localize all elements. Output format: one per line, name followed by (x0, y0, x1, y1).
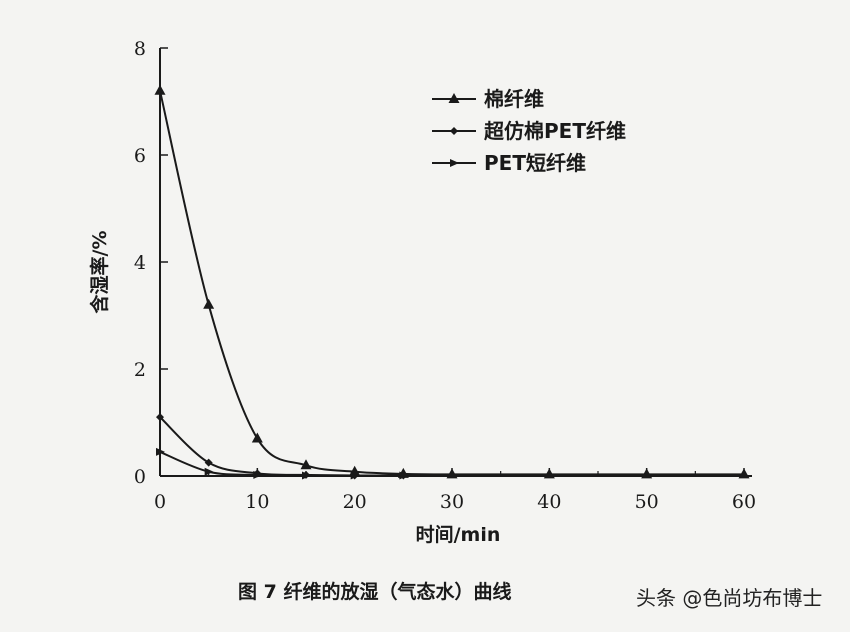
series-line-1 (159, 416, 404, 477)
series-line-0 (159, 90, 744, 476)
y-tick-label-4: 4 (134, 252, 146, 274)
y-tick-label-8: 8 (134, 38, 146, 60)
series-0-point-1 (203, 298, 215, 309)
series-2-point-4 (350, 471, 360, 480)
legend-label-2: PET短纤维 (484, 151, 586, 175)
series-2-point-1 (204, 467, 214, 476)
x-tick-label-60: 60 (732, 491, 756, 513)
y-tick-label-6: 6 (134, 145, 146, 167)
x-tick-label-50: 50 (635, 491, 659, 513)
y-axis-title: 含湿率/% (88, 231, 111, 314)
y-tick-label-2: 2 (134, 359, 146, 381)
series-2-point-3 (302, 471, 311, 480)
x-tick-label-0: 0 (154, 491, 166, 513)
legend-label-1: 超仿棉PET纤维 (483, 119, 626, 143)
series-1-point-1 (204, 458, 213, 467)
x-tick-label-20: 20 (343, 491, 367, 513)
y-tick-label-0: 0 (134, 466, 146, 488)
series-0-point-9 (738, 468, 750, 479)
watermark-text: 头条 @色尚坊布博士 (636, 586, 822, 610)
series-2-point-0 (156, 447, 165, 456)
x-tick-label-10: 10 (245, 491, 269, 513)
series-2-point-2 (253, 470, 263, 479)
axes: 0 2 4 6 8 0 10 20 30 40 50 60 (134, 38, 756, 513)
x-tick-label-30: 30 (440, 491, 464, 513)
series-curves (159, 90, 744, 477)
series-1-point-0 (156, 413, 164, 422)
legend-marker-0 (448, 93, 460, 103)
x-axis-title: 时间/min (416, 524, 501, 546)
series-2-point-5 (399, 471, 409, 480)
legend-marker-2 (450, 159, 459, 167)
figure-caption: 图 7 纤维的放湿（气态水）曲线 (238, 580, 511, 603)
series-0-point-2 (251, 432, 263, 443)
series-0-point-3 (300, 459, 312, 470)
legend-marker-1 (450, 127, 458, 135)
series-0-point-7 (543, 468, 555, 479)
x-tick-label-40: 40 (537, 491, 561, 513)
series-markers (154, 84, 750, 480)
legend-label-0: 棉纤维 (484, 87, 544, 111)
series-0-point-6 (446, 468, 458, 479)
series-0-point-0 (154, 84, 166, 95)
series-0-point-8 (641, 468, 653, 479)
